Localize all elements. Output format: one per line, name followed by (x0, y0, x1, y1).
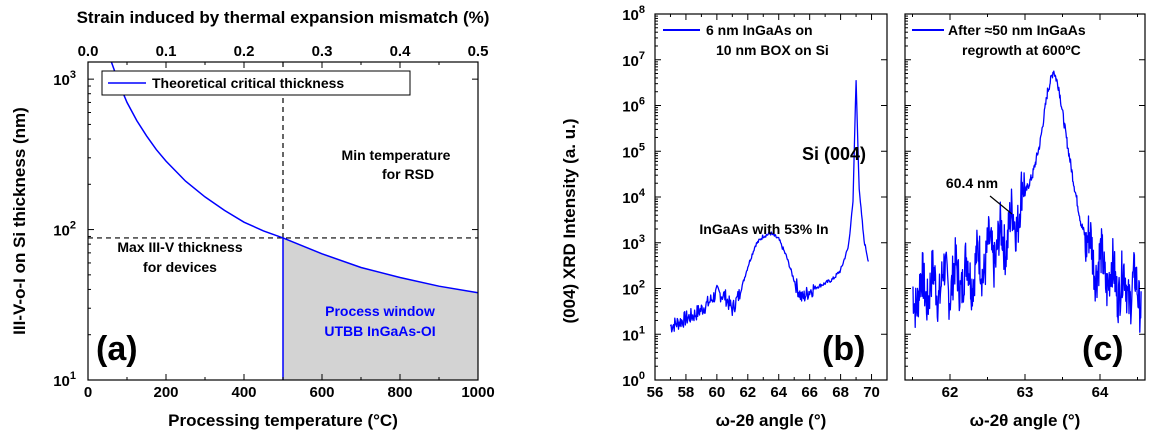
x-tick-label: 600 (309, 384, 334, 401)
panel-c: 62 63 64 After ≈50 nm InGaAs regrowth at 6… (904, 13, 1146, 430)
y-tick-label: 103 (53, 69, 76, 89)
process-window-region (282, 237, 478, 380)
panel-b-y-axis-label: (004) XRD Intensity (a. u.) (560, 119, 579, 324)
x-tick-label: 56 (647, 384, 664, 401)
xrd-trace-c (912, 70, 1142, 333)
panel-c-ticks: 62 63 64 (905, 13, 1145, 401)
x-tick-label: 62 (942, 384, 959, 401)
annotation-max-thickness-2: for devices (143, 259, 217, 275)
y-tick-label: 102 (622, 279, 645, 299)
x-tick-label: 200 (153, 384, 178, 401)
x-tick-label: 0 (84, 384, 92, 401)
y-tick-label: 104 (622, 187, 646, 207)
panel-a-series (110, 61, 479, 294)
y-tick-label: 107 (622, 50, 645, 70)
panel-b-legend-line-2: 10 nm BOX on Si (716, 42, 829, 58)
x-tick-label: 1000 (461, 384, 494, 401)
y-tick-label: 103 (622, 233, 645, 253)
x2-tick-label: 0.3 (312, 43, 333, 60)
annotation-fringe-pointer (989, 195, 1013, 215)
critical-thickness-curve (110, 61, 479, 294)
x-tick-label: 800 (387, 384, 412, 401)
xrd-trace-b (669, 79, 870, 333)
y-tick-label: 108 (622, 4, 645, 24)
panel-b-legend-line-1: 6 nm InGaAs on (706, 22, 813, 38)
panel-c-series (912, 70, 1142, 333)
panel-b-series (669, 79, 870, 333)
y-tick-label: 106 (622, 96, 645, 116)
x-tick-label: 62 (739, 384, 756, 401)
x2-tick-label: 0.0 (78, 43, 99, 60)
panel-a-legend: Theoretical critical thickness (101, 70, 411, 96)
panel-a: Strain induced by thermal expansion mism… (10, 8, 495, 430)
y-tick-label: 105 (622, 141, 645, 161)
panel-c-frame (904, 13, 1146, 381)
x2-tick-label: 0.5 (468, 43, 489, 60)
x-tick-label: 63 (1017, 384, 1034, 401)
annotation-process-window: Process window (325, 303, 435, 319)
annotation-min-temp-2: for RSD (382, 166, 434, 182)
panel-a-y-axis-label: III-V-o-I on Si thickness (nm) (10, 107, 29, 335)
panel-a-letter: (a) (96, 330, 138, 368)
panel-c-legend-line-2: regrowth at 600ºC (962, 42, 1081, 58)
x-tick-label: 64 (770, 384, 787, 401)
x2-tick-label: 0.2 (234, 43, 255, 60)
x-tick-label: 64 (1092, 384, 1109, 401)
x-tick-label: 58 (678, 384, 695, 401)
panel-b-ticks: 56 58 60 62 64 66 68 70 100 101 102 103 104 105 106 107… (622, 4, 887, 401)
x-tick-label: 70 (863, 384, 880, 401)
annotation-process-window-2: UTBB InGaAs-OI (324, 323, 435, 339)
panel-b-letter: (b) (822, 330, 865, 368)
panel-c-legend-line-1: After ≈50 nm InGaAs (948, 22, 1086, 38)
y-tick-label: 100 (622, 370, 645, 390)
x2-tick-label: 0.1 (156, 43, 177, 60)
annotation-max-thickness: Max III-V thickness (117, 239, 242, 255)
y-tick-label: 101 (53, 370, 76, 390)
x-tick-label: 68 (832, 384, 849, 401)
y-tick-label: 101 (622, 324, 645, 344)
process-window-fill (283, 237, 478, 380)
x2-tick-label: 0.4 (390, 43, 412, 60)
annotation-min-temp: Min temperature (342, 147, 451, 163)
annotation-ingaas: InGaAs with 53% In (699, 221, 828, 237)
panel-c-letter: (c) (1082, 330, 1124, 368)
panel-a-ticks: 0 200 400 600 800 1000 0.0 0.1 0.2 0.3 0.4 0.5 101 10… (53, 43, 495, 401)
x-tick-label: 60 (709, 384, 726, 401)
panel-b: 56 58 60 62 64 66 68 70 100 101 102 103 104 105 106 107… (560, 4, 888, 430)
panel-a-x-axis-label: Processing temperature (°C) (168, 411, 398, 430)
x-tick-label: 400 (231, 384, 256, 401)
y-tick-label: 102 (53, 220, 76, 240)
annotation-fringe: 60.4 nm (946, 175, 998, 191)
legend-label: Theoretical critical thickness (152, 75, 344, 91)
panel-b-frame (654, 13, 888, 381)
annotation-si-peak: Si (004) (802, 144, 866, 164)
x-tick-label: 66 (801, 384, 818, 401)
legend-box (101, 70, 411, 96)
panel-c-x-axis-label: ω-2θ angle (°) (970, 411, 1081, 430)
panel-b-x-axis-label: ω-2θ angle (°) (716, 411, 827, 430)
panel-a-top-axis-label: Strain induced by thermal expansion mism… (77, 8, 490, 27)
